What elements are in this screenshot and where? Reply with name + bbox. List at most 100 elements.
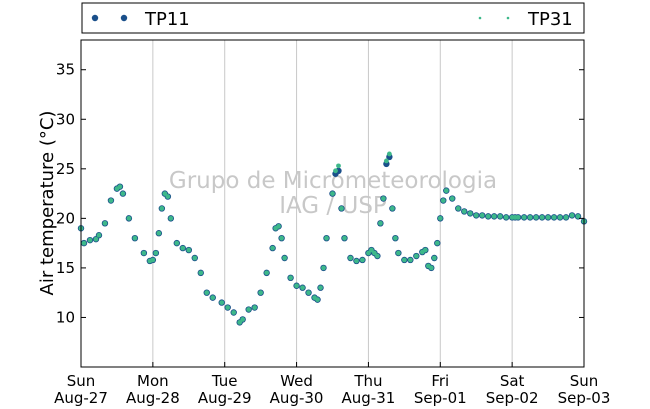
y-tick-label: 10: [56, 308, 75, 326]
tp31-point: [186, 247, 192, 253]
tp31-point: [276, 223, 282, 229]
y-axis-label: Air temperature (°C): [37, 111, 58, 296]
tp31-point: [485, 213, 491, 219]
tp31-point: [503, 214, 509, 220]
tp31-point: [324, 235, 329, 241]
x-tick-label-day: Wed: [280, 372, 313, 390]
x-tick-label-day: Mon: [137, 372, 169, 390]
legend: TP11 TP31: [81, 2, 585, 34]
y-tick-label: 15: [56, 259, 75, 277]
x-tick-label-date: Aug-28: [126, 389, 180, 407]
tp31-point: [392, 235, 398, 241]
tp31-point: [407, 257, 413, 263]
tp31-point: [339, 206, 344, 211]
tp31-point: [527, 214, 533, 220]
tp31-point: [354, 258, 359, 264]
tp31-point: [237, 320, 243, 325]
y-axis: 10 15 20 25 30 35: [56, 61, 584, 326]
tp31-point: [81, 240, 87, 246]
tp31-point: [192, 255, 198, 261]
tp31-point: [461, 209, 467, 214]
legend-marker-tp11: [91, 14, 128, 22]
x-tick-label-date: Sep-01: [414, 389, 467, 407]
tp31-point: [375, 253, 380, 259]
tp31-point: [333, 168, 338, 174]
legend-box: [81, 2, 585, 34]
tp31-point: [401, 257, 407, 263]
tp31-point: [117, 184, 123, 190]
series-tp31: [78, 151, 587, 325]
tp31-point: [282, 255, 287, 261]
x-tick-label-date: Aug-27: [54, 389, 108, 407]
tp31-point: [102, 220, 108, 226]
legend-marker-tp31: [478, 16, 510, 20]
tp31-point: [225, 305, 231, 310]
tp31-point: [159, 206, 165, 211]
tp31-point: [108, 198, 114, 203]
tp31-point: [315, 297, 320, 303]
tp31-point: [321, 265, 326, 271]
tp31-point: [395, 250, 401, 256]
y-tick-label: 20: [56, 209, 75, 227]
x-tick-label-day: Sun: [67, 372, 96, 390]
tp31-point: [210, 295, 216, 301]
tp31-point: [434, 240, 440, 246]
tp31-point: [366, 250, 371, 256]
tp31-point: [539, 214, 545, 220]
x-tick-label-date: Sep-03: [558, 389, 611, 407]
tp31-point: [264, 270, 270, 276]
grid: [152, 40, 513, 367]
tp31-point: [497, 213, 503, 219]
x-tick-label-date: Aug-29: [198, 389, 252, 407]
tp31-point: [96, 232, 102, 238]
plot-frame: [80, 39, 585, 368]
tp31-point: [383, 158, 389, 164]
tp31-point: [563, 214, 569, 220]
tp31-point: [270, 245, 276, 251]
tp31-point: [521, 214, 527, 220]
x-tick-label-day: Tue: [211, 372, 238, 390]
tp31-point: [180, 245, 186, 251]
y-tick-label: 30: [56, 110, 75, 128]
tp31-point: [467, 211, 473, 216]
tp31-point: [515, 214, 521, 220]
tp31-point: [413, 253, 419, 259]
plot-frame-bg: [81, 40, 584, 367]
tp31-point: [380, 196, 386, 201]
tp31-point: [288, 275, 293, 281]
tp31-point: [240, 317, 246, 322]
tp31-point: [569, 212, 575, 218]
tp31-point: [360, 257, 365, 263]
tp31-point: [150, 257, 156, 263]
tp31-point: [300, 285, 305, 291]
x-axis: SunAug-27MonAug-28TueAug-29WedAug-30ThuA…: [54, 362, 610, 407]
tp31-point: [575, 213, 581, 219]
tp31-point: [246, 307, 252, 312]
tp31-point: [491, 213, 497, 219]
tp31-point: [258, 290, 264, 296]
tp31-point: [437, 215, 443, 221]
tp31-point: [431, 255, 437, 261]
tp31-point: [318, 285, 323, 291]
tp31-point: [168, 215, 174, 221]
y-tick-label: 35: [56, 61, 75, 79]
tp31-point: [533, 214, 539, 220]
tp31-point: [386, 151, 392, 157]
tp31-point: [372, 250, 377, 256]
tp31-point: [545, 214, 551, 220]
tp31-point: [294, 283, 299, 289]
tp31-point: [551, 214, 557, 220]
tp31-point: [428, 265, 434, 271]
tp31-point: [252, 305, 258, 310]
tp31-point: [306, 290, 311, 296]
x-tick-label-day: Thu: [353, 372, 382, 390]
tp31-point: [342, 235, 347, 241]
tp31-point: [153, 250, 159, 256]
x-tick-label-day: Sat: [500, 372, 525, 390]
tp31-point: [156, 230, 162, 236]
tp31-point: [348, 255, 353, 261]
x-tick-label-date: Sep-02: [486, 389, 539, 407]
tp31-point: [422, 247, 428, 253]
x-tick-label-day: Sun: [570, 372, 599, 390]
